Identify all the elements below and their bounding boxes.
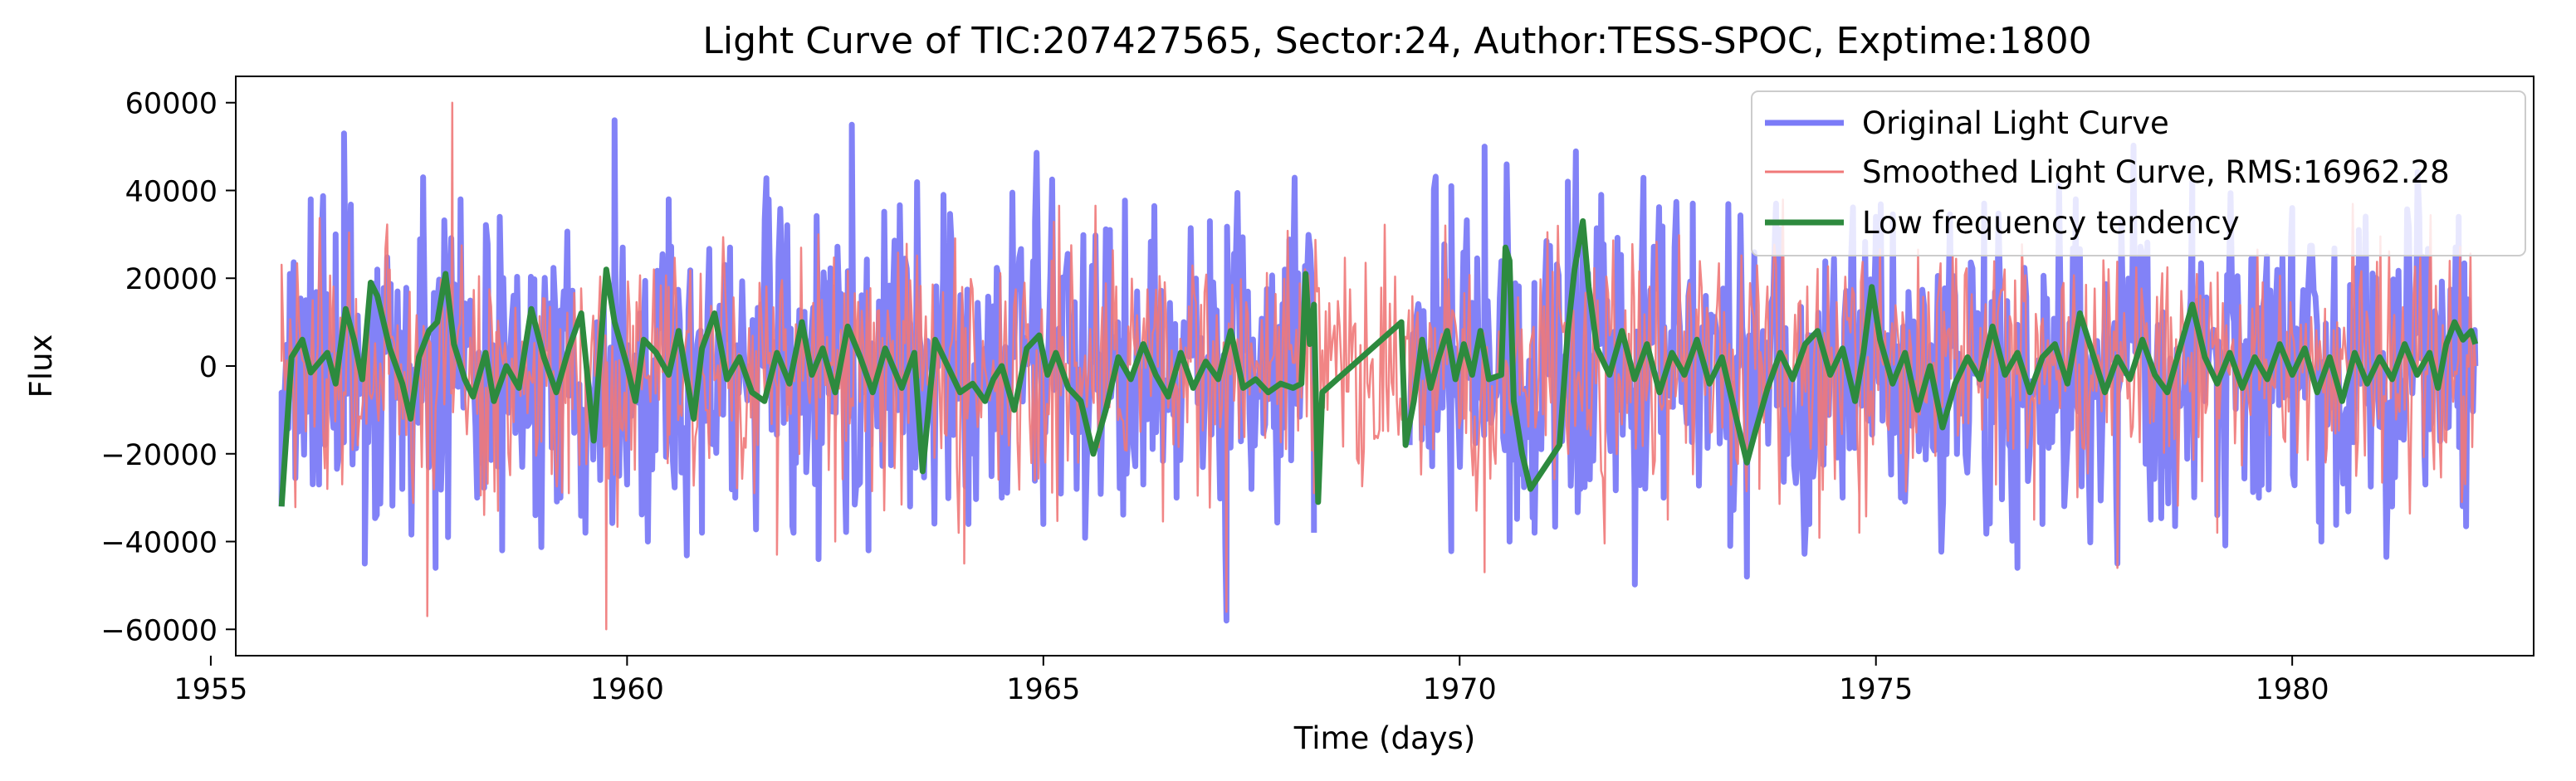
legend: Original Light Curve Smoothed Light Curv… (1751, 90, 2526, 256)
x-tick-label: 1955 (174, 673, 247, 706)
y-axis-label: Flux (23, 334, 59, 398)
y-tick-label: 20000 (125, 263, 218, 296)
y-tick-label: 0 (199, 351, 218, 384)
low-frequency-tendency-line (278, 218, 2479, 507)
y-tick-label: −20000 (100, 439, 218, 472)
chart-title: Light Curve of TIC:207427565, Sector:24,… (702, 20, 2091, 62)
x-tick-label: 1970 (1423, 673, 1497, 706)
legend-label-trend: Low frequency tendency (1862, 205, 2240, 241)
y-tick-label: −60000 (100, 614, 218, 647)
legend-label-smoothed: Smoothed Light Curve, RMS:16962.28 (1862, 154, 2450, 190)
y-axis: −60000 −40000 −20000 0 20000 40000 60000 (100, 88, 236, 647)
x-tick-label: 1965 (1006, 673, 1080, 706)
legend-label-original: Original Light Curve (1862, 105, 2169, 141)
plot-area (278, 101, 2479, 631)
x-axis: 1955 1960 1965 1970 1975 1980 (174, 656, 2329, 706)
x-axis-label: Time (days) (1293, 720, 1476, 756)
x-tick-label: 1975 (1839, 673, 1913, 706)
y-tick-label: 40000 (125, 175, 218, 208)
y-tick-label: −40000 (100, 527, 218, 560)
x-tick-label: 1960 (590, 673, 664, 706)
y-tick-label: 60000 (125, 88, 218, 121)
legend-box (1751, 90, 2526, 256)
x-tick-label: 1980 (2256, 673, 2329, 706)
series-low-frequency-tendency (278, 218, 2479, 507)
